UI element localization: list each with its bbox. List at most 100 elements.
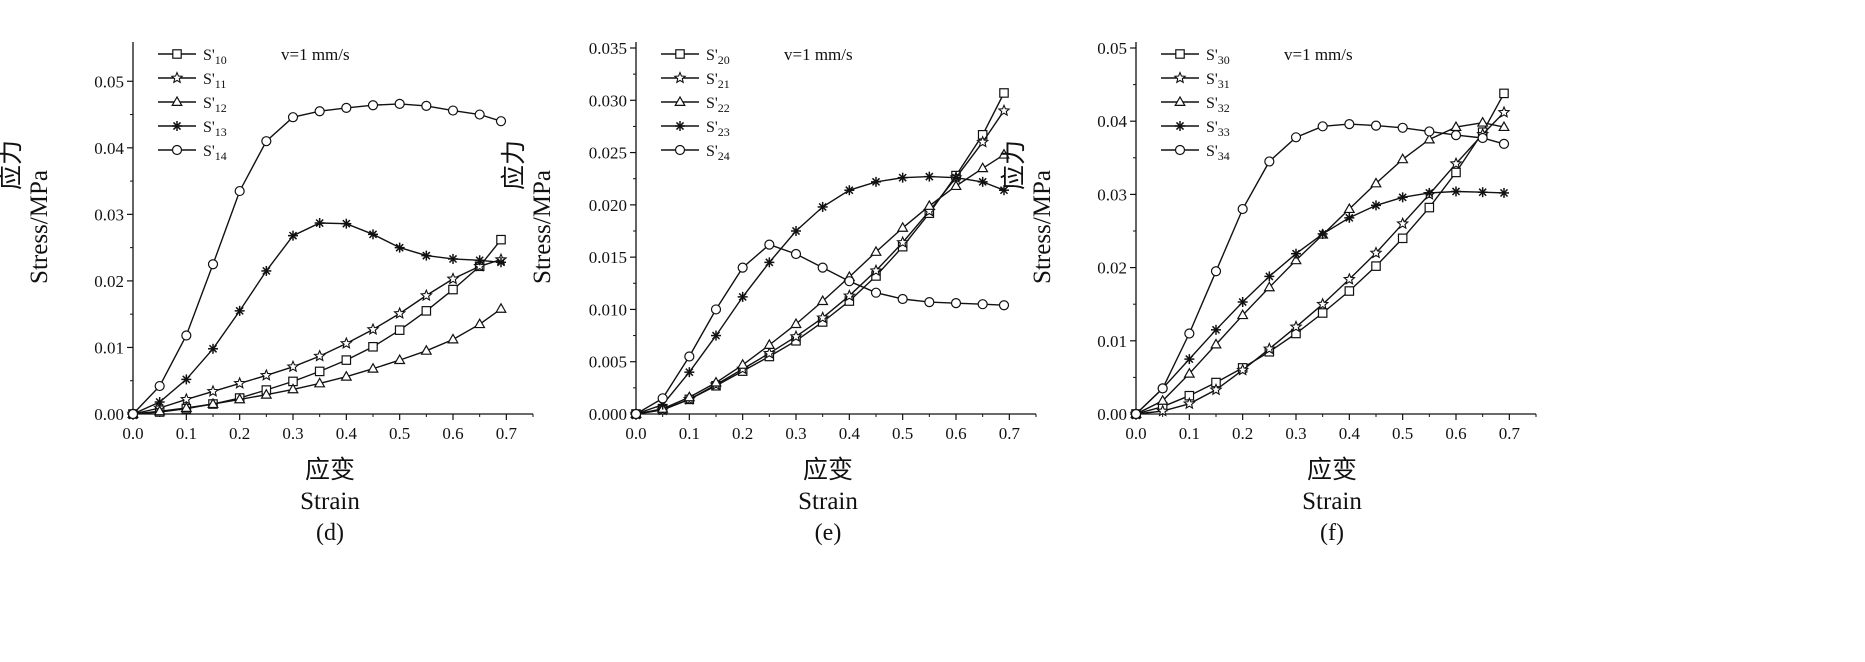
data-point [764, 257, 775, 268]
data-point [1290, 254, 1302, 265]
data-point [394, 325, 405, 335]
data-point [313, 377, 326, 388]
data-point [737, 291, 748, 302]
data-point [1424, 187, 1435, 198]
data-point [474, 255, 485, 266]
data-point [181, 330, 192, 341]
data-point [1343, 202, 1356, 214]
data-point [314, 106, 325, 117]
data-point [394, 98, 405, 109]
panel-caption: (d) [316, 520, 344, 546]
legend-label: S'13 [203, 119, 227, 139]
y-tick-label: 0.00 [94, 405, 124, 424]
data-point [1156, 394, 1169, 405]
data-point [998, 300, 1010, 311]
data-point [314, 366, 325, 377]
data-point [1397, 192, 1408, 203]
data-point [683, 391, 696, 402]
data-point [1424, 126, 1435, 137]
data-point [1264, 156, 1275, 167]
data-point [1451, 186, 1461, 197]
data-point [1396, 153, 1409, 164]
x-tick-label: 0.3 [1285, 424, 1306, 443]
data-point [1476, 116, 1489, 127]
y-axis-label-cn: 应力 [0, 140, 25, 190]
data-point [791, 226, 801, 236]
x-tick-label: 0.6 [1445, 424, 1466, 443]
data-point [790, 248, 802, 260]
data-point [1183, 367, 1196, 378]
legend-label: S'22 [706, 95, 730, 115]
data-point [1211, 324, 1221, 335]
series-line [635, 154, 1005, 415]
data-point [924, 297, 935, 308]
data-point [1370, 177, 1382, 188]
data-point [1344, 119, 1355, 130]
data-point [998, 148, 1010, 159]
data-point [287, 112, 299, 123]
data-point [870, 287, 882, 298]
data-point [1499, 187, 1509, 198]
data-point [976, 162, 989, 173]
data-point [1423, 133, 1436, 144]
data-point [234, 185, 245, 197]
legend-label: S'24 [706, 143, 730, 163]
legend-label: S'30 [1206, 47, 1230, 67]
data-point [1371, 200, 1381, 211]
data-point [844, 185, 855, 196]
series-line [635, 175, 1005, 415]
data-point [1397, 122, 1408, 133]
legend-label: S'14 [203, 143, 227, 163]
data-point [710, 304, 722, 315]
series-0 [1131, 88, 1509, 419]
data-point [495, 116, 507, 127]
x-axis-label-en: Strain [300, 488, 360, 515]
data-point [419, 288, 433, 302]
star-marker [673, 71, 687, 84]
data-point [474, 109, 485, 120]
data-point [127, 408, 139, 420]
panel-caption: (e) [815, 520, 842, 546]
y-tick-label: 0.05 [94, 72, 124, 91]
data-point [1182, 396, 1196, 410]
data-point [234, 305, 245, 316]
data-point [181, 374, 192, 385]
data-point [313, 349, 327, 362]
y-axis-label-cn: 应力 [500, 140, 528, 190]
data-point [817, 262, 828, 273]
data-point [447, 105, 459, 116]
data-point [977, 299, 988, 310]
data-point [421, 250, 432, 261]
data-point [447, 333, 459, 344]
series-line [1135, 111, 1505, 415]
y-axis-label-en: Stress/MPa [26, 170, 53, 284]
data-point [207, 259, 219, 270]
data-point [1237, 203, 1248, 215]
data-point [288, 230, 298, 241]
data-point [923, 199, 936, 210]
data-point [977, 176, 988, 187]
speed-annotation: v=1 mm/s [281, 45, 350, 64]
series-2 [630, 148, 1010, 418]
data-point [1451, 167, 1461, 178]
square-marker [1175, 49, 1185, 59]
x-tick-label: 0.2 [229, 424, 250, 443]
legend-label: S'21 [706, 71, 730, 91]
data-point [179, 392, 193, 405]
data-point [393, 306, 407, 320]
data-point [1156, 404, 1170, 417]
star-marker [1173, 71, 1187, 84]
data-point [999, 88, 1009, 98]
y-axis-label-cn: 应力 [1000, 140, 1028, 190]
series-0 [631, 88, 1009, 419]
data-point [1317, 308, 1328, 318]
data-point [711, 330, 721, 341]
x-tick-label: 0.2 [1232, 424, 1253, 443]
data-point [233, 376, 247, 389]
data-point [897, 293, 908, 305]
data-point [341, 355, 352, 365]
x-tick-label: 0.7 [496, 424, 518, 443]
data-point [1263, 281, 1276, 292]
x-tick-label: 0.4 [336, 424, 358, 443]
